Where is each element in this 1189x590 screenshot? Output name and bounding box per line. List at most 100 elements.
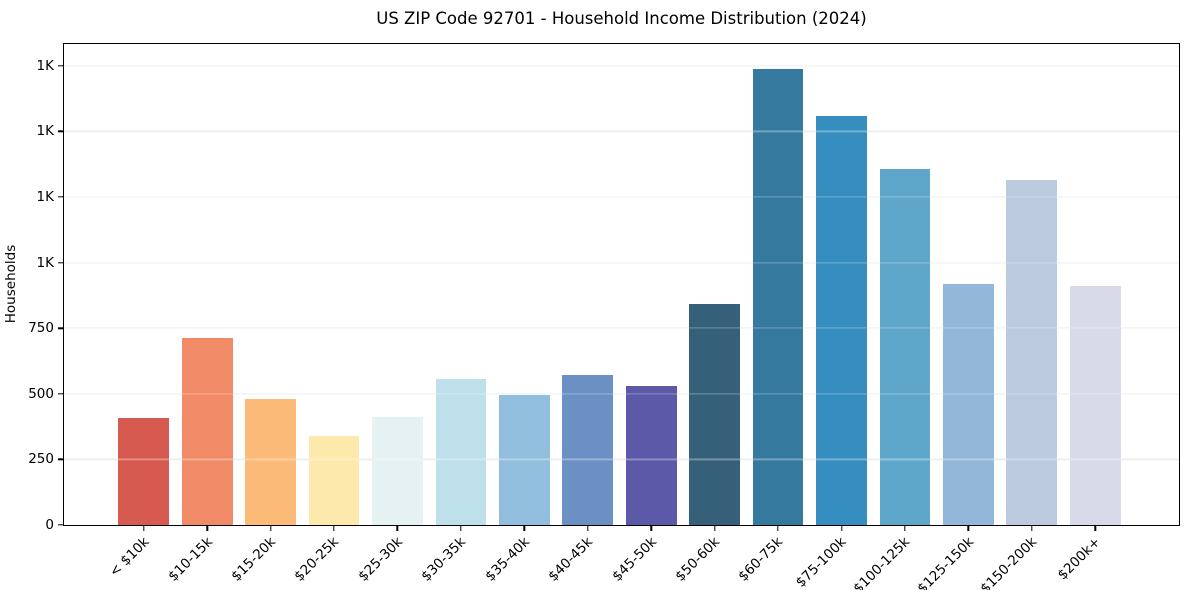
- bar-60-75k: [752, 69, 804, 525]
- gridline-overlay: [64, 65, 1179, 67]
- y-tick-label: 1K: [36, 188, 54, 205]
- x-tick-label: $200k+: [1054, 534, 1104, 584]
- y-tick-mark: [57, 130, 63, 133]
- x-tick-label: $40-45k: [545, 534, 597, 585]
- x-tick-label: $10-15k: [164, 534, 216, 585]
- x-tick-label: $25-30k: [355, 534, 406, 585]
- gridline-overlay: [64, 130, 1179, 132]
- x-tick-label: $35-40k: [481, 534, 533, 585]
- x-tick-mark: [206, 526, 208, 531]
- x-tick-mark: [333, 526, 335, 531]
- y-tick-mark: [57, 196, 63, 198]
- x-tick-label: $20-25k: [291, 534, 343, 585]
- bar-30-35k: [435, 379, 487, 525]
- y-axis-label: Households: [3, 244, 19, 324]
- x-tick-mark: [650, 526, 652, 531]
- bar-slot: $20-25k: [292, 44, 365, 585]
- bar-slot: $25-30k: [355, 44, 429, 585]
- gridline: [64, 196, 1179, 198]
- bars-container: < $10k $10-15k $15-20k $20-25k $25-30k $30-35…: [64, 44, 1179, 590]
- bar-25-30k: [372, 416, 423, 525]
- y-tick-label: 250: [28, 451, 54, 468]
- gridline-overlay: [64, 458, 1179, 460]
- gridline: [64, 393, 1179, 395]
- x-tick-mark: [777, 526, 779, 531]
- y-tick-label: 1K: [36, 123, 54, 140]
- bar-75-100k: [816, 115, 867, 525]
- bar-35-40k: [498, 395, 550, 525]
- y-tick-mark: [57, 524, 63, 526]
- gridlines-over: [64, 44, 1179, 525]
- x-tick-label: $60-75k: [735, 534, 787, 585]
- bar-200k: [1069, 285, 1121, 525]
- x-tick-mark: [904, 526, 906, 531]
- gridline: [64, 130, 1179, 132]
- bar-150-200k: [1006, 180, 1058, 525]
- y-tick-mark: [57, 261, 63, 264]
- bar-slot: $200k+: [1054, 44, 1127, 583]
- gridlines-under: [64, 44, 1179, 525]
- bar-45-50k: [625, 386, 677, 525]
- gridline: [64, 327, 1179, 329]
- bar-20-25k: [308, 436, 360, 525]
- x-tick-mark: [269, 526, 272, 531]
- y-tick-label: 0: [45, 517, 54, 533]
- bar-slot: $15-20k: [228, 44, 302, 585]
- x-tick-label: $45-50k: [608, 534, 660, 585]
- bar-10k: [118, 417, 170, 525]
- x-tick-mark: [523, 526, 526, 531]
- bar-slot: $100-125k: [850, 44, 936, 590]
- bar-slot: $125-150k: [914, 44, 1000, 590]
- x-tick-mark: [396, 526, 399, 531]
- bar-15-20k: [245, 399, 296, 525]
- y-tick-label: 750: [28, 320, 54, 337]
- x-tick-label: $30-35k: [418, 534, 470, 585]
- bar-slot: $10-15k: [165, 44, 238, 585]
- x-tick-label: $15-20k: [228, 534, 279, 585]
- x-tick-label: $75-100k: [793, 534, 850, 590]
- gridline-overlay: [64, 196, 1179, 198]
- bar-slot: $150-200k: [977, 44, 1063, 590]
- bar-slot: $30-35k: [419, 44, 492, 585]
- x-tick-mark: [460, 526, 462, 531]
- bar-slot: $45-50k: [609, 44, 683, 585]
- x-tick-mark: [1031, 526, 1033, 531]
- bar-50-60k: [689, 303, 741, 525]
- y-tick-mark: [57, 327, 63, 329]
- x-tick-label: $125-150k: [913, 534, 977, 590]
- y-tick-label: 500: [28, 385, 54, 402]
- gridline: [64, 65, 1179, 67]
- x-tick-mark: [713, 526, 716, 531]
- bar-slot: $35-40k: [482, 44, 556, 585]
- gridline: [64, 458, 1179, 460]
- y-tick-mark: [57, 65, 63, 67]
- x-tick-mark: [143, 526, 145, 531]
- y-tick-mark: [57, 393, 63, 395]
- bar-slot: $75-100k: [793, 44, 873, 590]
- x-tick-mark: [587, 526, 589, 531]
- x-tick-label: < $10k: [105, 534, 153, 581]
- y-tick-label: 1K: [36, 57, 54, 74]
- gridline-overlay: [64, 393, 1179, 395]
- bar-slot: < $10k: [106, 44, 175, 580]
- bar-slot: $60-75k: [736, 44, 809, 585]
- bar-100-125k: [879, 168, 931, 525]
- gridline-overlay: [64, 327, 1179, 329]
- bar-slot: $50-60k: [672, 44, 746, 585]
- plot-area: < $10k $10-15k $15-20k $20-25k $25-30k $30-35…: [28, 43, 1180, 590]
- x-tick-label: $150-200k: [977, 534, 1041, 590]
- x-tick-mark: [967, 526, 970, 531]
- bar-40-45k: [562, 374, 614, 525]
- x-tick-mark: [840, 526, 843, 531]
- x-tick-label: $50-60k: [672, 534, 723, 585]
- x-tick-label: $100-125k: [850, 534, 914, 590]
- gridline: [64, 261, 1179, 264]
- y-tick-label: 1K: [36, 254, 54, 271]
- gridline-overlay: [64, 261, 1179, 264]
- bar-slot: $40-45k: [545, 44, 619, 585]
- x-tick-mark: [1094, 526, 1096, 531]
- bar-10-15k: [181, 337, 233, 525]
- bar-125-150k: [943, 284, 994, 525]
- chart-title: US ZIP Code 92701 - Household Income Dis…: [376, 9, 867, 28]
